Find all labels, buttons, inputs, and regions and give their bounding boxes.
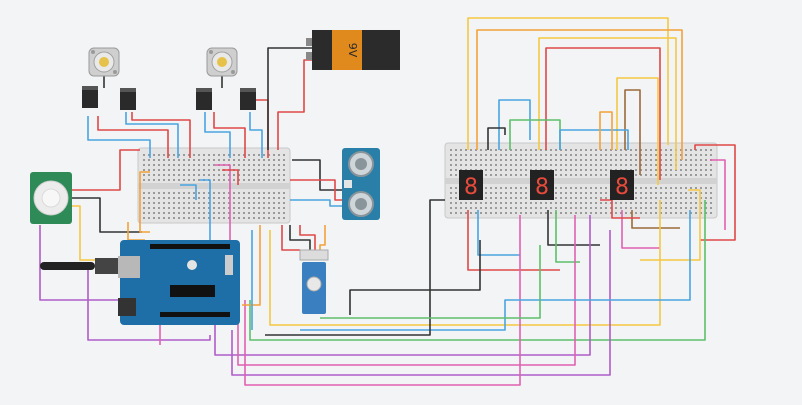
breadboard-right[interactable] <box>444 142 718 219</box>
wire <box>242 225 261 306</box>
wire <box>538 37 677 170</box>
wire <box>222 169 239 185</box>
breadboard-left[interactable] <box>137 147 291 224</box>
wire <box>299 225 316 260</box>
wire <box>97 116 169 158</box>
display-digit: 8 <box>615 175 629 200</box>
wire <box>125 112 179 158</box>
dc-motor-icon[interactable] <box>88 47 120 77</box>
wire <box>87 116 151 158</box>
wire <box>249 200 706 341</box>
wire <box>559 129 629 150</box>
wire <box>265 199 445 336</box>
wire <box>290 199 342 207</box>
wire <box>631 210 680 229</box>
wire <box>599 111 613 150</box>
wire <box>290 179 342 201</box>
wire <box>487 127 506 150</box>
wire <box>204 112 231 158</box>
usb-cable <box>40 258 120 274</box>
seven-segment-display-icon[interactable]: 8 <box>459 170 483 200</box>
wire <box>215 164 231 255</box>
battery-icon[interactable]: 9V <box>306 30 400 70</box>
seven-segment-display-icon[interactable]: 8 <box>610 170 634 200</box>
wire <box>269 200 661 326</box>
transistor[interactable] <box>196 88 212 110</box>
wire <box>237 215 576 366</box>
wire <box>616 77 659 185</box>
servo-icon[interactable] <box>299 249 329 314</box>
wire <box>139 171 150 233</box>
ultrasonic-sensor-icon[interactable] <box>342 148 380 220</box>
wire <box>72 197 142 233</box>
transistor[interactable] <box>82 86 98 108</box>
wire <box>292 159 342 191</box>
wire <box>213 112 246 158</box>
wire <box>214 215 591 356</box>
battery-label: 9V <box>346 43 359 58</box>
wire <box>640 189 701 261</box>
wire <box>131 112 191 158</box>
pir-sensor-icon[interactable] <box>30 172 72 224</box>
wire <box>180 184 197 200</box>
wire <box>467 210 560 271</box>
transistor[interactable] <box>120 88 136 110</box>
wire <box>39 225 125 301</box>
wire <box>200 179 211 248</box>
wire <box>600 199 640 219</box>
dc-motor-icon[interactable] <box>206 47 238 77</box>
wire <box>87 270 211 341</box>
wire <box>545 47 661 180</box>
wire <box>477 210 520 256</box>
wire <box>467 17 669 150</box>
wire <box>624 89 641 175</box>
display-digit: 8 <box>464 175 478 200</box>
wire <box>72 205 120 261</box>
wire <box>127 222 145 241</box>
display-digit: 8 <box>535 175 549 200</box>
wire <box>231 230 611 376</box>
arduino-uno[interactable] <box>118 240 240 325</box>
wire <box>281 225 300 251</box>
wire <box>555 210 580 263</box>
wire <box>694 144 736 241</box>
wire <box>72 149 140 191</box>
wire <box>320 245 541 319</box>
seven-segment-display-icon[interactable]: 8 <box>530 170 554 200</box>
wire <box>349 240 481 315</box>
wire <box>547 210 600 246</box>
wire <box>621 210 660 249</box>
wire <box>710 159 726 230</box>
wire <box>300 210 691 331</box>
wire <box>249 112 263 158</box>
wire <box>476 29 683 160</box>
wire <box>277 59 312 150</box>
wire <box>267 47 312 150</box>
transistor[interactable] <box>240 88 256 110</box>
